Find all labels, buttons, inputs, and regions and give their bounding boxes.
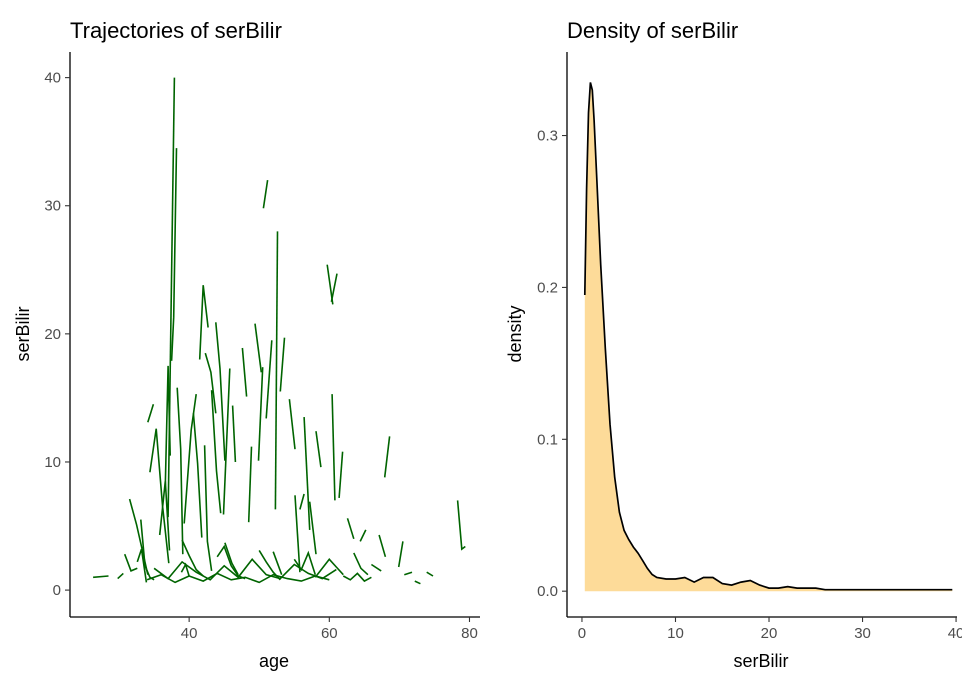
trajectory-line — [147, 404, 155, 423]
y-axis-label: serBilir — [13, 306, 33, 361]
trajectory-line — [254, 323, 263, 373]
trajectory-line — [397, 541, 404, 568]
trajectory-line — [257, 367, 264, 461]
x-tick-label: 80 — [461, 625, 478, 642]
trajectory-line — [331, 394, 336, 501]
trajectory-line — [146, 572, 330, 584]
left-axes — [69, 52, 480, 618]
trajectory-line — [274, 231, 279, 510]
trajectory-line — [176, 387, 184, 555]
trajectory-line — [272, 551, 283, 575]
trajectory-line — [241, 347, 248, 397]
density-curve — [583, 82, 953, 591]
trajectory-lines — [93, 77, 466, 585]
y-tick-label: 40 — [44, 70, 61, 87]
x-tick-label: 40 — [948, 625, 962, 642]
x-axis-label: age — [259, 651, 289, 671]
trajectory-line — [216, 544, 246, 580]
trajectory-line — [299, 493, 305, 510]
trajectory-line — [383, 436, 391, 478]
trajectory-line — [342, 572, 372, 583]
x-tick-label: 40 — [181, 625, 198, 642]
trajectory-line — [330, 273, 338, 302]
trajectory-line — [153, 558, 337, 581]
y-tick-label: 0.1 — [537, 431, 558, 448]
y-tick-label: 0.0 — [537, 583, 558, 600]
y-tick-label: 0 — [53, 582, 61, 599]
trajectory-line — [117, 572, 124, 580]
x-tick-label: 20 — [761, 625, 778, 642]
trajectory-line — [353, 552, 369, 576]
trajectory-line — [338, 451, 344, 498]
y-tick-label: 10 — [44, 454, 61, 471]
chart-title: Trajectories of serBilir — [70, 18, 282, 43]
right-ticks: 0 10 20 30 40 0.0 0.1 0.2 0.3 — [537, 128, 962, 642]
trajectory-line — [181, 539, 204, 577]
trajectory-line — [192, 413, 203, 538]
trajectory-line — [314, 558, 344, 578]
trajectory-line — [288, 399, 296, 450]
trajectory-line — [258, 549, 281, 581]
x-tick-label: 10 — [667, 625, 684, 642]
density-area — [584, 82, 953, 592]
trajectory-line — [293, 550, 317, 575]
trajectory-line — [170, 148, 178, 361]
y-axis-label: density — [505, 305, 525, 362]
trajectory-line — [198, 285, 209, 360]
y-tick-label: 0.2 — [537, 279, 558, 296]
trajectory-line — [426, 571, 434, 577]
trajectory-line — [279, 337, 286, 392]
trajectory-line — [370, 563, 382, 572]
trajectory-line — [231, 405, 237, 463]
trajectory-line — [222, 368, 231, 515]
trajectory-line — [265, 340, 273, 419]
trajectory-line — [203, 445, 213, 572]
y-tick-label: 20 — [44, 326, 61, 343]
trajectory-line — [93, 575, 109, 579]
trajectory-line — [247, 446, 253, 523]
right-axes — [566, 52, 957, 618]
trajectory-line — [378, 534, 387, 558]
trajectories-panel: Trajectories of serBilir 40 60 80010203040… — [13, 18, 480, 671]
trajectory-line — [167, 77, 176, 518]
trajectory-line — [303, 417, 311, 530]
trajectory-line — [215, 322, 226, 461]
trajectory-line — [404, 571, 413, 576]
trajectory-line — [224, 542, 239, 576]
trajectory-line — [414, 580, 421, 585]
trajectory-line — [149, 428, 170, 564]
left-ticks: 40 60 80 0 10 20 30 40 — [44, 70, 478, 642]
trajectory-line — [140, 519, 155, 581]
trajectory-line — [204, 352, 217, 414]
x-axis-label: serBilir — [733, 651, 788, 671]
trajectory-line — [359, 529, 367, 542]
x-tick-label: 0 — [578, 625, 586, 642]
trajectory-line — [456, 500, 466, 551]
trajectory-line — [210, 390, 222, 514]
y-tick-label: 30 — [44, 198, 61, 215]
x-tick-label: 30 — [854, 625, 871, 642]
trajectory-line — [346, 518, 355, 540]
trajectory-line — [308, 501, 317, 555]
x-tick-label: 60 — [321, 625, 338, 642]
trajectory-line — [183, 393, 197, 524]
y-tick-label: 0.3 — [537, 128, 558, 145]
trajectory-line — [294, 495, 301, 573]
density-panel: Density of serBilir 0 10 20 30 40 0.0 0.1 0.2 0.… — [505, 18, 962, 671]
chart-title: Density of serBilir — [567, 18, 738, 43]
trajectory-line — [315, 431, 322, 468]
trajectory-line — [123, 553, 138, 572]
trajectory-line — [262, 179, 269, 209]
trajectory-line — [136, 548, 148, 583]
